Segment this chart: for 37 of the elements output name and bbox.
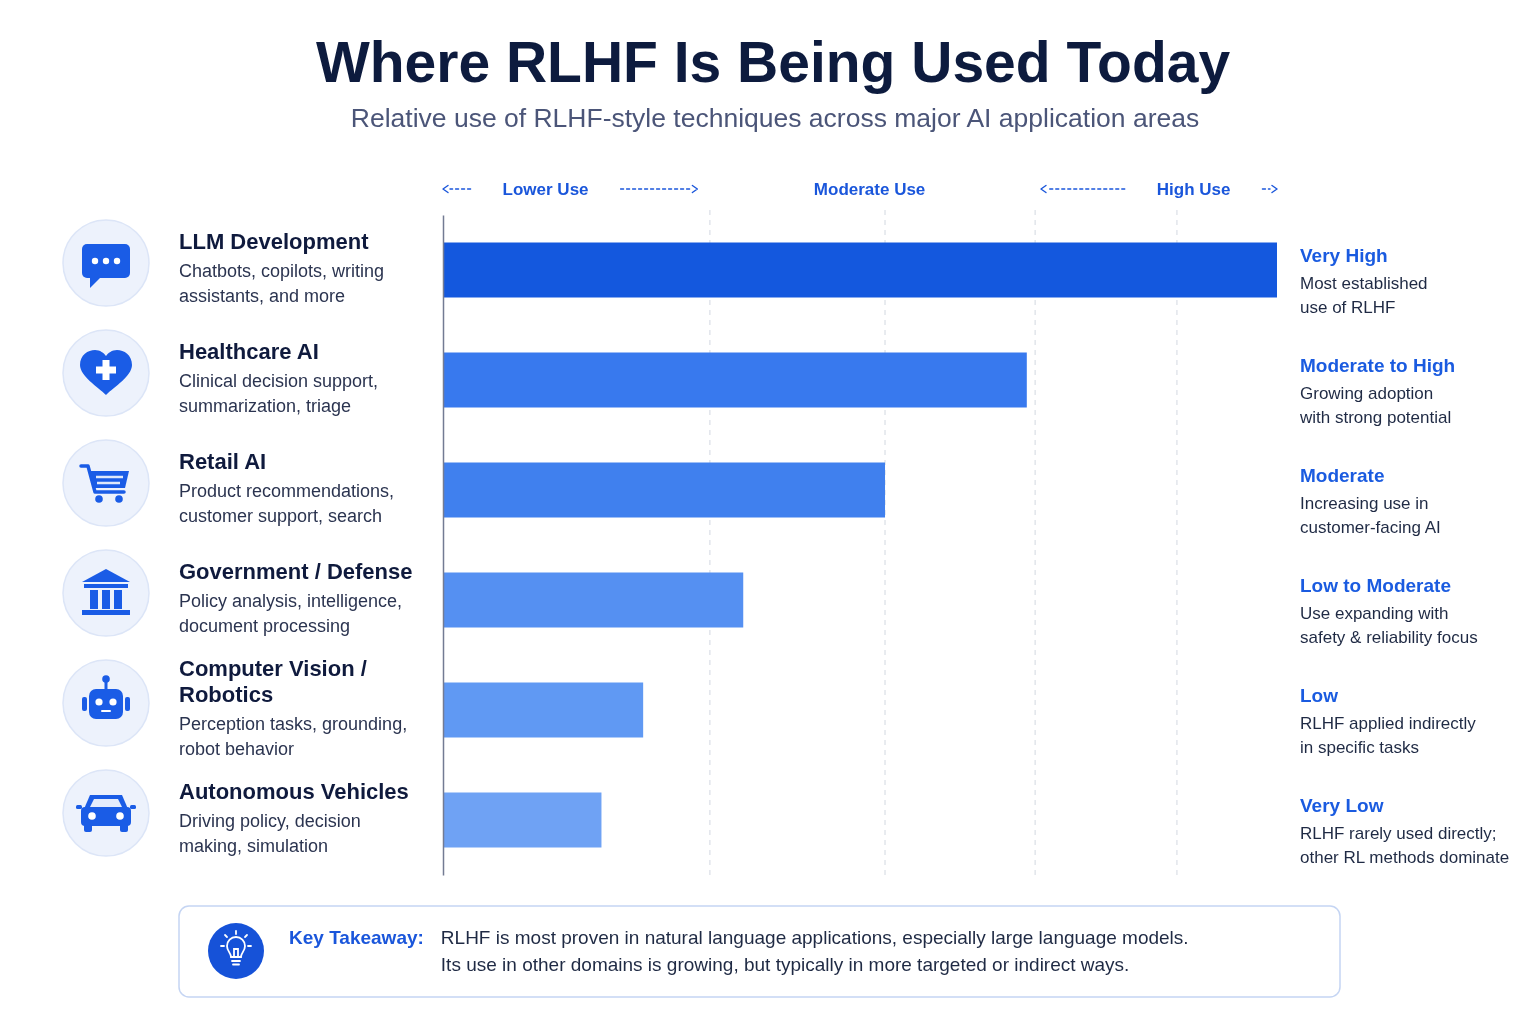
chart-title: Where RLHF Is Being Used Today [315,29,1231,94]
text: Lower Use [502,179,589,199]
bar [443,572,744,628]
y-tick-label: LLM Development [179,228,370,254]
bar [443,792,602,848]
text: Perception tasks, grounding, robot behavior [179,713,408,759]
y-tick-label: Healthcare AI [179,338,319,364]
y-tick-label: Computer Vision / Robotics [179,655,367,707]
text: Moderate Use [813,179,926,199]
text: Product recommendations, customer support, search [179,480,395,526]
text: Most established use of RLHF [1300,273,1428,317]
text: Very High [1300,244,1388,266]
text: Very Low [1300,794,1384,816]
text: Use expanding with safety & reliability focus [1300,603,1478,647]
text: RLHF applied indirectly in specific tasks [1300,713,1477,757]
bar [443,242,1277,298]
y-tick-label: Autonomous Vehicles [179,778,409,804]
text: Low to Moderate [1300,574,1451,596]
text: RLHF is most proven in natural language applications, especially large language models. Its use in other domains is growing, but typically in more targeted or indirect ways. [440,926,1189,975]
text: RLHF rarely used directly; other RL methods dominate [1300,823,1510,867]
text: Moderate [1300,464,1385,486]
text: Driving policy, decision making, simulation [179,810,361,856]
bar [443,462,886,518]
y-tick-label: Retail AI [179,448,267,474]
text: Policy analysis, intelligence, document processing [179,590,403,636]
chart-subtitle: Relative use of RLHF-style techniques across major AI application areas [350,103,1200,134]
text: Low [1300,684,1339,706]
text: Chatbots, copilots, writing assistants, and more [179,260,385,306]
bar [443,352,1027,408]
y-tick-label: Government / Defense [179,558,413,584]
text: Growing adoption with strong potential [1299,383,1452,427]
text: Moderate to High [1300,354,1456,376]
bar [443,682,644,738]
text: Clinical decision support, summarization, triage [179,370,379,416]
text: Increasing use in customer-facing AI [1300,493,1441,537]
text: High Use [1156,179,1231,199]
text: Key Takeaway: [289,926,424,948]
